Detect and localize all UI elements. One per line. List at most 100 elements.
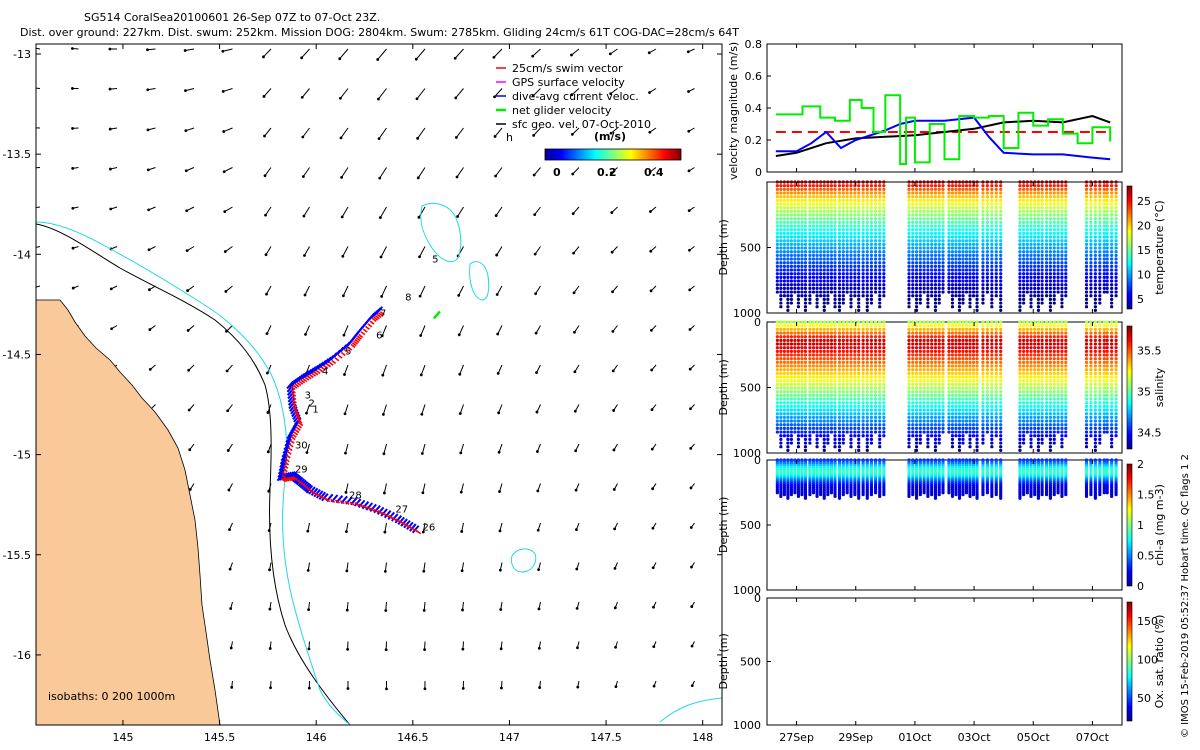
temperature-sample <box>793 283 797 287</box>
temperature-sample <box>775 206 779 210</box>
temperature-sample <box>918 257 922 261</box>
salinity-sample <box>869 386 874 390</box>
salinity-sample <box>808 426 812 430</box>
salinity-sample <box>782 434 786 438</box>
temperature-sample <box>957 209 962 213</box>
temperature-sample <box>796 213 801 217</box>
temperature-sample <box>1033 209 1037 213</box>
temperature-sample <box>1102 206 1106 210</box>
temperature-sample <box>808 231 812 235</box>
temperature-sample <box>793 231 797 235</box>
salinity-sample <box>822 338 826 342</box>
temperature-sample <box>873 250 878 254</box>
geo-vector-head <box>183 49 187 52</box>
temperature-sample <box>964 184 969 188</box>
temperature-sample <box>796 180 801 184</box>
salinity-sample <box>803 393 808 397</box>
dac-vector <box>281 449 290 458</box>
temperature-sample <box>964 198 969 202</box>
geo-vector-head <box>382 452 386 456</box>
swim-vector <box>353 340 359 345</box>
temperature-sample <box>1036 209 1041 213</box>
salinity-sample <box>964 386 969 390</box>
temperature-sample <box>1018 246 1022 250</box>
temperature-sample <box>911 187 915 191</box>
temperature-sample <box>857 184 861 188</box>
temperature-sample <box>1098 253 1102 257</box>
temperature-sample <box>975 217 979 221</box>
salinity-sample <box>815 357 819 361</box>
temperature-sample <box>1098 209 1102 213</box>
temperature-sample <box>882 272 886 276</box>
temperature-sample <box>961 228 965 232</box>
salinity-sample <box>926 331 930 335</box>
salinity-sample <box>808 401 812 405</box>
temperature-sample <box>782 228 786 232</box>
salinity-sample <box>841 349 845 353</box>
salinity-sample <box>861 371 865 375</box>
salinity-sample <box>947 404 951 408</box>
temperature-sample <box>968 272 972 276</box>
temperature-sample <box>822 308 826 312</box>
salinity-sample <box>950 371 955 375</box>
temperature-sample <box>800 264 804 268</box>
temperature-sample <box>1029 224 1033 228</box>
temperature-sample <box>808 301 812 305</box>
temperature-sample <box>865 242 869 246</box>
temperature-sample <box>926 239 930 243</box>
temperature-sample <box>882 202 886 206</box>
temperature-sample <box>1029 301 1033 305</box>
salinity-sample <box>833 441 837 445</box>
temperature-sample <box>1029 213 1033 217</box>
temperature-sample <box>796 250 801 254</box>
temperature-sample <box>837 195 842 199</box>
geo-vector-head <box>688 248 691 252</box>
salinity-sample <box>775 360 779 364</box>
temperature-sample <box>937 246 941 250</box>
salinity-sample <box>865 327 869 331</box>
temperature-sample <box>1040 187 1044 191</box>
geo-vector-head <box>571 212 575 215</box>
temperature-sample <box>865 253 869 257</box>
salinity-sample <box>907 445 911 449</box>
temperature-sample <box>937 184 941 188</box>
salinity-sample <box>947 353 951 357</box>
geo-vector-head <box>380 295 384 298</box>
salinity-sample <box>968 371 972 375</box>
temperature-sample <box>975 220 979 224</box>
geo-vector-head <box>495 293 499 296</box>
temperature-sample <box>914 279 919 283</box>
salinity-sample <box>926 375 930 379</box>
temperature-sample <box>833 286 837 290</box>
geo-vector <box>185 88 195 92</box>
temperature-sample <box>815 209 819 213</box>
temperature-sample <box>1044 279 1049 283</box>
temperature-sample <box>1102 191 1106 195</box>
geo-vector-head <box>226 449 230 452</box>
temperature-sample <box>1018 250 1022 254</box>
salinity-sample <box>819 371 823 375</box>
temperature-sample <box>878 220 882 224</box>
temperature-sample <box>941 264 945 268</box>
salinity-sample <box>811 386 816 390</box>
temperature-sample <box>1084 279 1089 283</box>
temperature-sample <box>1048 224 1053 228</box>
salinity-sample <box>841 437 845 441</box>
geo-vector <box>223 88 233 92</box>
dive-label: 2 <box>308 399 314 410</box>
salinity-sample <box>933 327 938 331</box>
temperature-sample <box>1044 272 1049 276</box>
geo-vector <box>341 206 349 218</box>
temperature-sample <box>1033 184 1037 188</box>
salinity-sample <box>786 448 790 452</box>
salinity-sample <box>803 364 808 368</box>
salinity-sample <box>937 426 941 430</box>
salinity-sample <box>837 375 842 379</box>
temperature-sample <box>845 180 849 184</box>
temperature-sample <box>975 305 979 309</box>
temperature-sample <box>911 198 915 202</box>
geo-vector-head <box>340 175 344 179</box>
salinity-sample <box>933 408 938 412</box>
geo-vector-head <box>146 128 150 132</box>
temperature-sample <box>833 279 837 283</box>
